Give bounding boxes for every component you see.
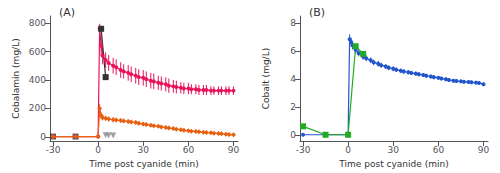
svg-text:0: 0 xyxy=(345,145,351,155)
svg-text:0: 0 xyxy=(290,130,296,140)
svg-text:-30: -30 xyxy=(296,145,311,155)
svg-text:8: 8 xyxy=(290,18,296,28)
svg-text:200: 200 xyxy=(29,103,46,113)
svg-text:(B): (B) xyxy=(309,6,325,19)
svg-text:600: 600 xyxy=(29,47,46,57)
svg-text:60: 60 xyxy=(183,145,195,155)
svg-text:0: 0 xyxy=(40,132,46,142)
svg-text:90: 90 xyxy=(478,145,490,155)
svg-text:400: 400 xyxy=(29,75,46,85)
svg-text:Cobalamin (mg/L): Cobalamin (mg/L) xyxy=(11,38,21,118)
svg-text:0: 0 xyxy=(95,145,101,155)
svg-text:(A): (A) xyxy=(59,6,75,19)
svg-text:800: 800 xyxy=(29,18,46,28)
svg-text:2: 2 xyxy=(290,102,296,112)
svg-text:30: 30 xyxy=(138,145,150,155)
svg-text:6: 6 xyxy=(290,46,296,56)
svg-text:30: 30 xyxy=(388,145,400,155)
svg-text:Time post cyanide (min): Time post cyanide (min) xyxy=(88,159,198,169)
svg-text:90: 90 xyxy=(228,145,240,155)
svg-text:Time post cyanide (min): Time post cyanide (min) xyxy=(338,159,448,169)
svg-text:Cobalt (mg/L): Cobalt (mg/L) xyxy=(261,48,271,109)
svg-text:4: 4 xyxy=(290,74,296,84)
svg-text:-30: -30 xyxy=(46,145,61,155)
svg-text:60: 60 xyxy=(433,145,445,155)
